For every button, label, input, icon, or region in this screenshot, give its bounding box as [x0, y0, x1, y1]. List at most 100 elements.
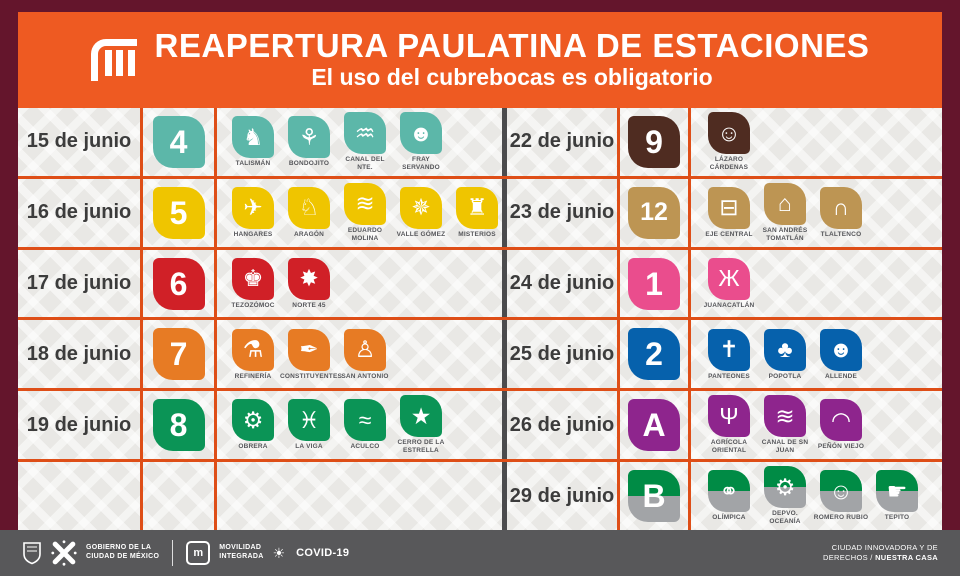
- station-name: NORTE 45: [292, 301, 326, 309]
- line-cell: 6: [143, 249, 217, 318]
- station: Ж JUANACATLÁN: [701, 257, 757, 310]
- station: ⊟ EJE CENTRAL: [701, 186, 757, 239]
- date-cell: 16 de junio: [18, 178, 143, 247]
- station: ⚙ DEPVO. OCEANÍA: [757, 466, 813, 526]
- date-label: 24 de junio: [509, 272, 615, 295]
- schedule-row: 15 de junio 4 ♞ TALISMÁN ⚘ BONDOJITO ♒ CANAL DE…: [18, 108, 942, 179]
- stations-cell: ✝ PANTEONES ♣ POPOTLA ☻ ALLENDE: [691, 320, 942, 388]
- station-icon: ◠: [820, 399, 862, 442]
- station-icon: ✈: [232, 186, 274, 229]
- station-icon: ⚘: [288, 116, 330, 159]
- date-cell: 19 de junio: [18, 391, 143, 460]
- stations-cell: ✈ HANGARES ♘ ARAGÓN ≋ EDUARDO MOLINA ✵ VALLE GÓ…: [217, 178, 507, 247]
- station-name: VALLE GÓMEZ: [396, 230, 446, 238]
- station-name: CANAL DEL NTE.: [345, 156, 385, 171]
- station-icon: ⌂: [764, 182, 806, 225]
- schedule-row: 29 de junio B ⚭ OLÍMPICA ⚙ DEPVO. OCEANÍA ☺ ROM…: [18, 462, 942, 530]
- line-cell: 8: [143, 391, 217, 460]
- date-cell: [18, 462, 143, 530]
- station-icon: ⚗: [232, 328, 274, 371]
- stations-cell: ⚭ OLÍMPICA ⚙ DEPVO. OCEANÍA ☺ ROMERO RUBIO ☛ TE…: [691, 462, 942, 530]
- schedule-row: 17 de junio 6 ♚ TEZOZÓMOC ✸ NORTE 45 24 de jun…: [18, 249, 942, 321]
- line-5-badge: 5: [152, 186, 205, 239]
- date-cell: 15 de junio: [18, 108, 143, 176]
- station-icon: ☛: [876, 470, 918, 513]
- station-name: ARAGÓN: [293, 230, 325, 238]
- station-icon: ∩: [820, 186, 862, 229]
- station-name: POPOTLA: [768, 372, 802, 380]
- station: ♙ SAN ANTONIO: [337, 328, 393, 381]
- line-cell: [143, 462, 217, 530]
- metro-m-icon: [90, 39, 137, 81]
- line-cell: 1: [620, 249, 691, 318]
- stations-cell: ⚙ OBRERA ♓ LA VIGA ≈ ACULCO ★ CERRO DE LA ESTRE…: [217, 391, 507, 460]
- footer-bar: GOBIERNO DE LA CIUDAD DE MÉXICO m MOVILI…: [0, 530, 960, 576]
- station-name: CERRO DE LA ESTRELLA: [397, 439, 445, 455]
- virus-sun-icon: ☀: [272, 544, 286, 561]
- station-name: OBRERA: [238, 443, 268, 451]
- station: Ψ AGRÍCOLA ORIENTAL: [701, 395, 757, 455]
- line-cell: B: [620, 462, 691, 530]
- station-name: OLÍMPICA: [712, 514, 746, 522]
- station-icon: ≈: [344, 399, 386, 442]
- schedule-row: 16 de junio 5 ✈ HANGARES ♘ ARAGÓN ≋ EDUARDO MOL…: [18, 178, 942, 250]
- station-name: HANGARES: [233, 230, 273, 238]
- shield-icon: [22, 541, 42, 565]
- line-2-badge: 2: [628, 328, 680, 381]
- station: ♞ TALISMÁN: [225, 116, 281, 168]
- station-icon: ♘: [288, 186, 330, 229]
- station-name: JUANACATLÁN: [703, 301, 755, 309]
- station-name: AGRÍCOLA ORIENTAL: [710, 439, 748, 455]
- station-name: TEZOZÓMOC: [231, 301, 275, 309]
- poster-title: REAPERTURA PAULATINA DE ESTACIONES: [154, 27, 870, 65]
- station: ∩ TLALTENCO: [813, 186, 869, 239]
- date-cell: 24 de junio: [507, 249, 620, 318]
- line-8-badge: 8: [152, 399, 205, 452]
- date-label: 29 de junio: [509, 484, 615, 507]
- date-cell: 17 de junio: [18, 249, 143, 318]
- station-name: MISTERIOS: [458, 230, 496, 238]
- station-name: TLALTENCO: [820, 230, 862, 238]
- station-name: LÁZARO CÁRDENAS: [709, 156, 749, 171]
- date-cell: 29 de junio: [507, 462, 620, 530]
- line-B-badge: B: [628, 470, 680, 523]
- station: ✒ CONSTITUYENTES: [280, 328, 343, 381]
- movilidad-integrada-logo-icon: m: [186, 541, 211, 565]
- footer-right-text: CIUDAD INNOVADORA Y DE DERECHOS / NUESTR…: [823, 542, 938, 562]
- station-name: LA VIGA: [295, 443, 323, 451]
- line-9-badge: 9: [628, 115, 680, 168]
- station: ⚘ BONDOJITO: [281, 116, 337, 168]
- station: ★ CERRO DE LA ESTRELLA: [393, 395, 449, 455]
- station: ✸ NORTE 45: [281, 257, 337, 310]
- station-icon: ≋: [344, 182, 386, 225]
- stations-cell: [217, 462, 507, 530]
- station-icon: ⚙: [232, 399, 274, 442]
- line-cell: 7: [143, 320, 217, 389]
- station-name: EDUARDO MOLINA: [347, 226, 383, 242]
- footer-divider: [172, 540, 174, 566]
- station-icon: ⚭: [708, 470, 750, 513]
- station-name: ROMERO RUBIO: [813, 514, 869, 522]
- station: ✵ VALLE GÓMEZ: [393, 186, 449, 239]
- station-icon: ☺: [708, 112, 750, 155]
- station-icon: ≋: [764, 395, 806, 438]
- line-A-badge: A: [628, 399, 680, 452]
- station: ⚭ OLÍMPICA: [701, 470, 757, 522]
- station-icon: ♙: [344, 328, 386, 371]
- station-name: TALISMÁN: [235, 160, 271, 168]
- date-cell: 23 de junio: [507, 178, 620, 247]
- date-label: 16 de junio: [26, 201, 132, 224]
- station-icon: ⊟: [708, 186, 750, 229]
- cdmx-x-logo-icon: [51, 540, 77, 566]
- stations-cell: ♞ TALISMÁN ⚘ BONDOJITO ♒ CANAL DEL NTE. ☻ FRAY …: [217, 108, 507, 176]
- line-cell: 5: [143, 178, 217, 247]
- station: ✈ HANGARES: [225, 186, 281, 239]
- covid19-label: COVID-19: [296, 547, 350, 559]
- poster-subtitle: El uso del cubrebocas es obligatorio: [311, 64, 713, 91]
- date-label: 18 de junio: [26, 342, 132, 365]
- station-name: CONSTITUYENTES: [280, 372, 343, 380]
- station: ☻ FRAY SERVANDO: [393, 112, 449, 172]
- date-label: 26 de junio: [509, 413, 615, 436]
- station-name: DEPVO. OCEANÍA: [769, 510, 801, 526]
